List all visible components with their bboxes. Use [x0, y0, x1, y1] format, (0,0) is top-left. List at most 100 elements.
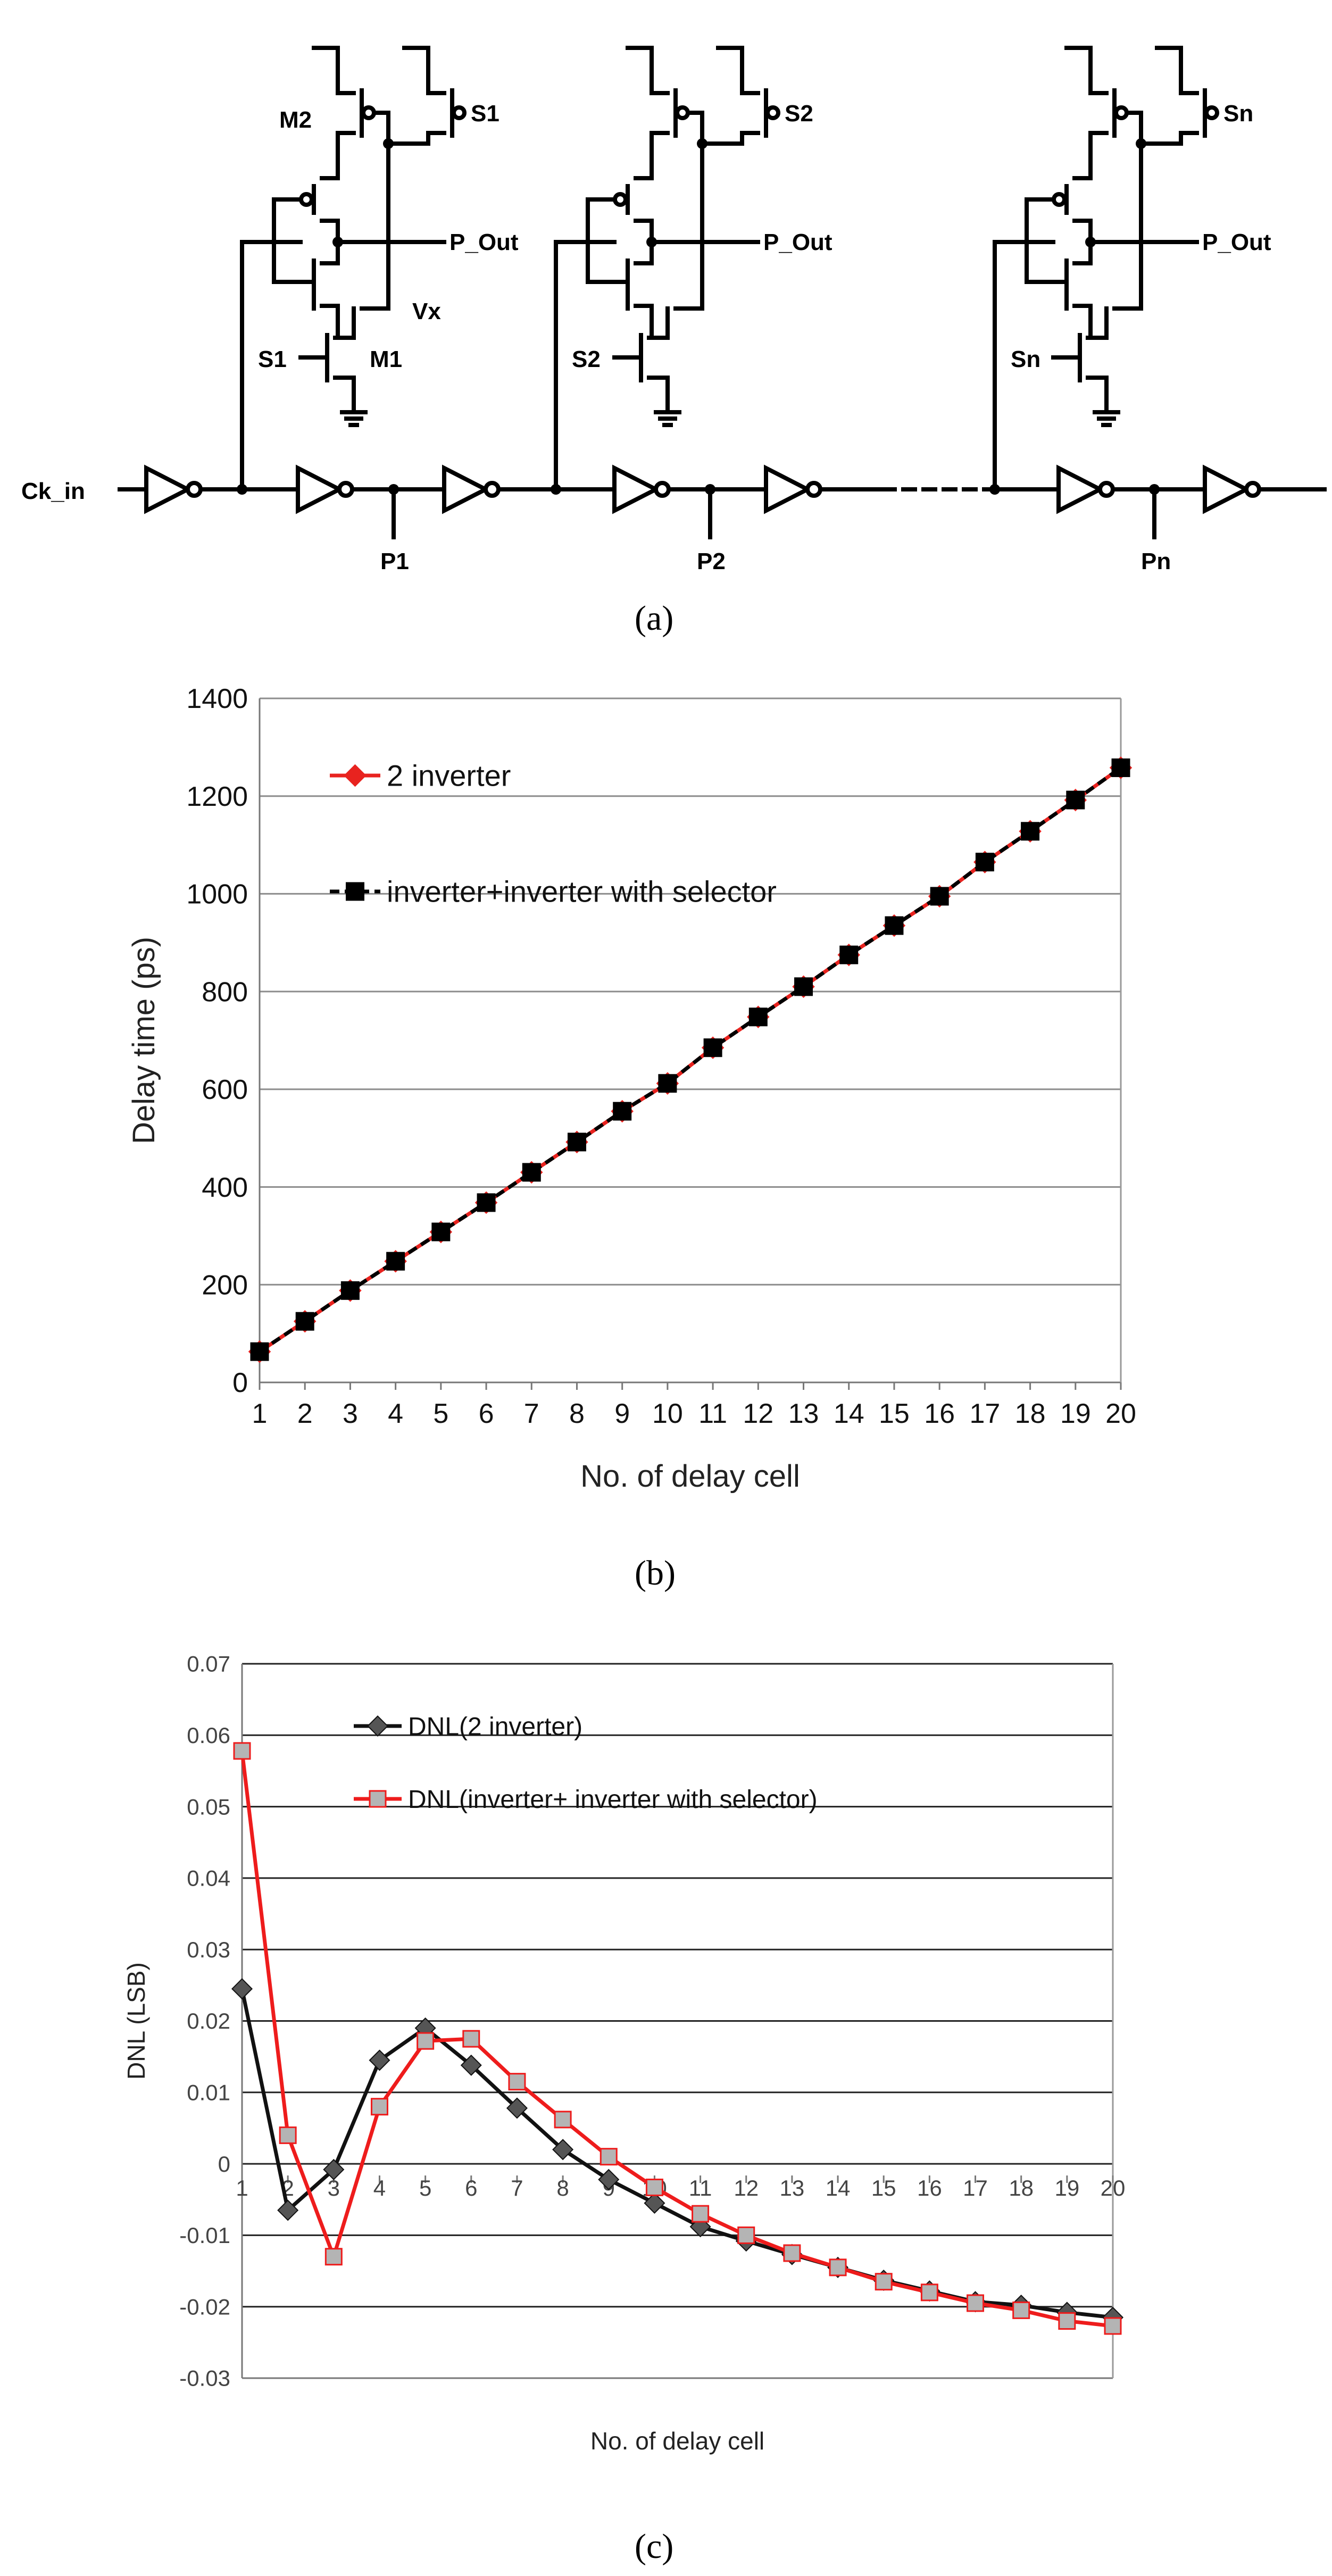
- data-point-series-2: [930, 887, 949, 906]
- x-tick-label: 13: [780, 2175, 805, 2200]
- y-tick-label: 1000: [186, 879, 248, 910]
- y-tick-label: 1400: [186, 683, 248, 714]
- inverter-gate: [442, 464, 501, 514]
- data-point-series-1: [277, 2199, 299, 2221]
- inverter-gate: [612, 464, 671, 514]
- x-tick-label: 1: [236, 2175, 248, 2200]
- x-tick-label: 12: [743, 1398, 773, 1429]
- data-point-series-2: [567, 1132, 586, 1152]
- series-line-2: [240, 1750, 1113, 2328]
- x-tick-label: 12: [734, 2175, 759, 2200]
- x-tick-label: 7: [524, 1398, 539, 1429]
- legend-marker-2: [346, 882, 364, 901]
- data-point-series-2: [324, 2248, 343, 2266]
- x-tick-label: 14: [834, 1398, 864, 1429]
- m2-label: M2: [279, 107, 312, 133]
- data-point-series-2: [839, 945, 859, 964]
- caption-c: (c): [635, 2527, 674, 2566]
- data-point-series-2: [522, 1163, 541, 1182]
- x-tick-label: 17: [963, 2175, 988, 2200]
- data-point-series-2: [875, 2273, 893, 2291]
- x-tick-label: 16: [924, 1398, 955, 1429]
- x-tick-label: 7: [511, 2175, 523, 2200]
- y-tick-label: -0.01: [179, 2223, 230, 2248]
- y-tick-label: 200: [202, 1270, 248, 1300]
- data-point-series-1: [506, 2097, 528, 2119]
- x-tick-label: 5: [433, 1398, 448, 1429]
- y-tick-label: 0.07: [187, 1652, 230, 1677]
- x-tick-label: 20: [1105, 1398, 1136, 1429]
- data-point-series-1: [231, 1978, 253, 2000]
- delay-chart-panel: 0 200 400 600 800 1000 1200 1400 1 2 3 4 5 6 7 8 9 10 11 12…: [0, 654, 1332, 1622]
- data-point-series-2: [737, 2226, 755, 2244]
- y-tick-label: 0.01: [187, 2080, 230, 2105]
- y-axis-label: Delay time (ps): [127, 937, 161, 1144]
- x-tick-label: 8: [569, 1398, 585, 1429]
- inverter-gate: [764, 464, 822, 514]
- inverter-gate: [1056, 464, 1115, 514]
- delay-cell-3: [993, 46, 1219, 491]
- y-tick-label: 800: [202, 977, 248, 1007]
- x-tick-label: 19: [1060, 1398, 1091, 1429]
- x-tick-label: 15: [871, 2175, 896, 2200]
- y-tick-label: 0.02: [187, 2008, 230, 2033]
- junction-dot: [388, 484, 399, 495]
- select-label-bottom-2: S2: [572, 346, 601, 372]
- x-tick-label: 11: [689, 2175, 712, 2200]
- data-point-series-2: [645, 2178, 663, 2196]
- x-tick-label: 17: [969, 1398, 1000, 1429]
- y-tick-label: -0.02: [179, 2294, 230, 2319]
- data-point-series-2: [920, 2283, 938, 2302]
- p-out-label-1: P_Out: [449, 229, 519, 255]
- data-point-series-1: [369, 2049, 390, 2071]
- legend-label-2: inverter+inverter with selector: [387, 875, 777, 908]
- data-point-series-2: [692, 2205, 710, 2223]
- circuit-panel: Ck_in P1 P2 Pn S1 S1 P_Out M2 M1 Vx S2 S2 P_Out Sn Sn…: [0, 0, 1332, 654]
- x-axis-label: No. of delay cell: [590, 2427, 764, 2455]
- y-tick-label: 1200: [186, 781, 248, 812]
- data-point-series-1: [552, 2139, 574, 2161]
- x-tick-label: 4: [373, 2175, 386, 2200]
- data-point-series-2: [703, 1038, 722, 1057]
- dnl-chart-panel: -0.03 -0.02 -0.01 0 0.01 0.02 0.03 0.04 0.05 0.06…: [0, 1622, 1332, 2576]
- data-point-series-1: [644, 2192, 665, 2214]
- legend-label-2: DNL(inverter+ inverter with selector): [408, 1786, 818, 1814]
- m1-label: M1: [370, 346, 402, 372]
- data-point-series-2: [340, 1281, 360, 1300]
- data-point-series-2: [1021, 822, 1040, 841]
- data-point-series-2: [885, 916, 904, 935]
- x-tick-label: 8: [556, 2175, 569, 2200]
- legend-marker-2: [369, 1790, 387, 1808]
- dnl-chart: -0.03 -0.02 -0.01 0 0.01 0.02 0.03 0.04 0.05 0.06…: [122, 1652, 1125, 2455]
- x-tick-label: 6: [479, 1398, 494, 1429]
- x-tick-label: 1: [252, 1398, 268, 1429]
- inverter-gate: [296, 464, 354, 514]
- legend-marker-1: [344, 764, 367, 787]
- data-point-series-2: [658, 1074, 677, 1093]
- x-tick-label: 5: [419, 2175, 431, 2200]
- delay-cell-2: [554, 46, 780, 491]
- y-tick-label: 0.06: [187, 1723, 230, 1748]
- data-point-series-2: [554, 2111, 572, 2129]
- x-tick-label: 4: [388, 1398, 403, 1429]
- data-point-series-2: [417, 2032, 435, 2050]
- delay-cell-1: [240, 46, 467, 491]
- legend-label-1: 2 inverter: [387, 759, 511, 793]
- y-tick-label: 0: [218, 2152, 230, 2177]
- p-out-label-3: P_Out: [1202, 229, 1271, 255]
- data-point-series-2: [431, 1222, 451, 1241]
- data-point-series-2: [967, 2294, 985, 2312]
- ck-in-label: Ck_in: [21, 478, 85, 504]
- data-point-series-1: [460, 2054, 482, 2076]
- select-label-top-2: S2: [785, 101, 813, 127]
- x-tick-label: 16: [917, 2175, 942, 2200]
- data-point-series-2: [370, 2098, 388, 2116]
- y-tick-label: 0.03: [187, 1937, 230, 1962]
- junction-dot: [705, 484, 715, 495]
- data-point-series-2: [600, 2148, 618, 2166]
- y-tick-label: 0.05: [187, 1794, 230, 1819]
- x-tick-label: 18: [1015, 1398, 1046, 1429]
- tap-label-2: P2: [697, 548, 726, 574]
- data-point-series-2: [1058, 2312, 1076, 2330]
